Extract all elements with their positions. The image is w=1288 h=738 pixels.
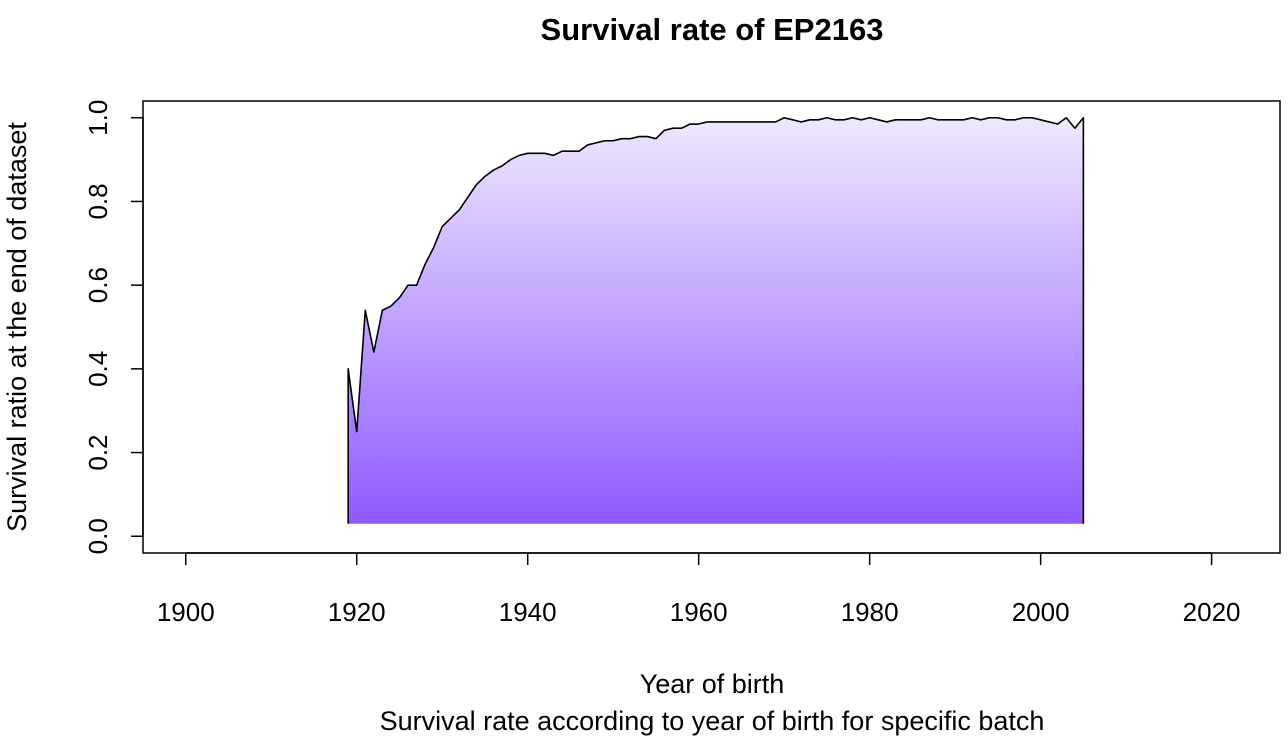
- y-tick-label: 0.6: [83, 267, 113, 303]
- survival-line: [347, 116, 1085, 524]
- x-axis-label: Year of birth: [640, 669, 785, 699]
- x-tick-label: 1940: [499, 597, 557, 627]
- area-fill: [348, 117, 1084, 524]
- x-tick-label: 2000: [1012, 597, 1070, 627]
- chart-title: Survival rate of EP2163: [541, 12, 884, 47]
- x-axis: 1900 1920 1940 1960 1980 2000 2020: [157, 552, 1241, 627]
- y-tick-label: 1.0: [83, 100, 113, 136]
- x-tick-label: 1980: [841, 597, 899, 627]
- y-tick-label: 0.8: [83, 183, 113, 219]
- x-tick-label: 1960: [670, 597, 728, 627]
- x-tick-label: 1920: [328, 597, 386, 627]
- y-tick-label: 0.4: [83, 351, 113, 387]
- y-axis-label: Survival ratio at the end of dataset: [2, 122, 32, 532]
- y-axis: 0.0 0.2 0.4 0.6 0.8 1.0: [83, 100, 144, 554]
- x-tick-label: 1900: [157, 597, 215, 627]
- y-tick-label: 0.0: [83, 518, 113, 554]
- x-tick-label: 2020: [1183, 597, 1241, 627]
- area-layer: [347, 116, 1085, 524]
- y-tick-label: 0.2: [83, 434, 113, 470]
- chart-subtitle: Survival rate according to year of birth…: [380, 706, 1045, 736]
